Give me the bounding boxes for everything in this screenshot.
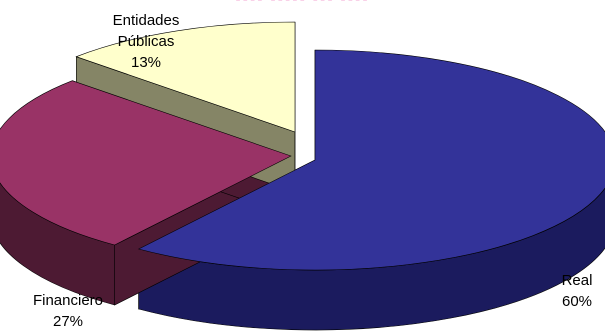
slice-percent-entidades: 13% [130, 54, 162, 71]
slice-name-financiero: Financiero [32, 292, 104, 309]
slice-percent-real: 60% [561, 293, 593, 310]
slice-top-real [137, 49, 605, 271]
slice-label-entidades: Entidades Públicas 13% [96, 10, 196, 73]
slice-label-real: Real 60% [546, 270, 605, 312]
slice-name-entidades-line2: Públicas [117, 33, 175, 50]
slice-top-entidades [75, 21, 296, 133]
slice-percent-financiero: 27% [52, 313, 84, 330]
slice-label-financiero: Financiero 27% [20, 290, 116, 332]
chart-title-clipped: ▪▪▪▪ ▪▪▪▪▪ ▪▪▪ ▪▪▪▪ [0, 0, 605, 6]
slice-name-real: Real [561, 272, 593, 289]
slice-top-financiero [0, 80, 292, 246]
slice-name-entidades-line1: Entidades [112, 12, 180, 29]
